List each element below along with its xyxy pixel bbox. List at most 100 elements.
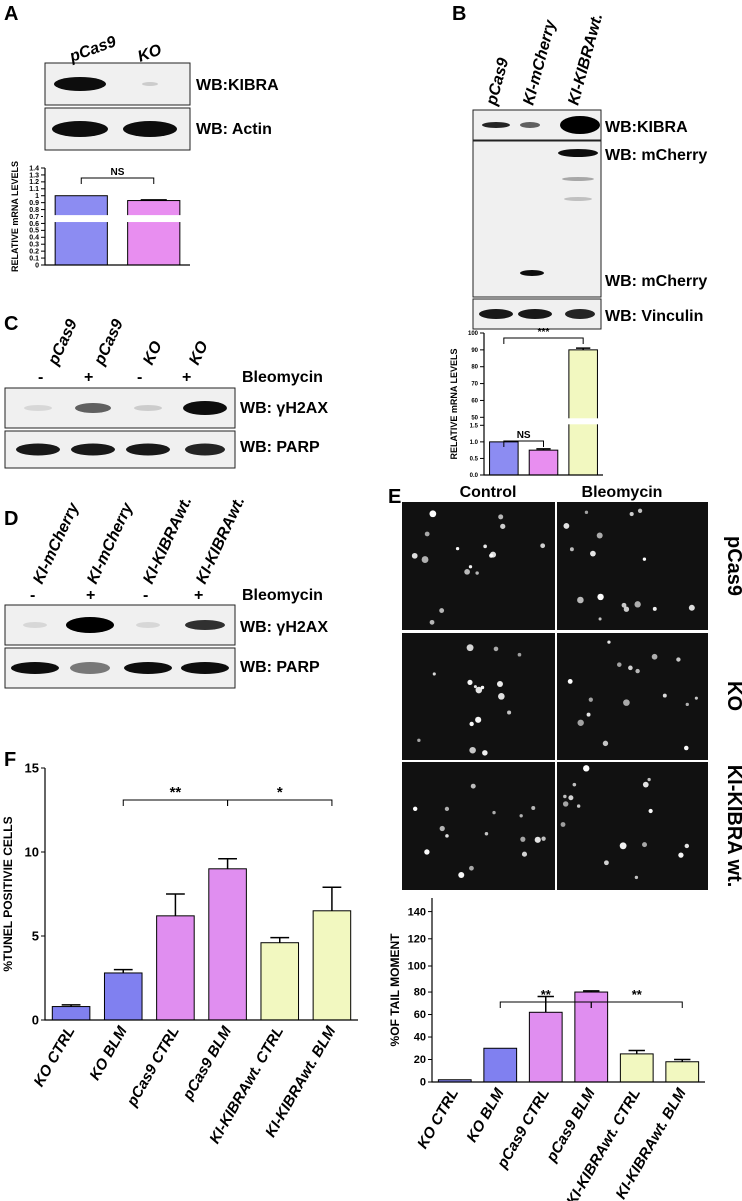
lane-label: pCas9 <box>45 317 81 369</box>
x-tick-label: KO CTRL <box>30 1024 78 1090</box>
bar <box>260 942 300 1021</box>
axis <box>483 333 603 476</box>
blot-label: WB: PARP <box>240 439 320 456</box>
cell <box>647 777 651 782</box>
cell <box>534 836 541 843</box>
blot-label: WB:KIBRA <box>605 119 688 136</box>
x-tick-label: KO BLM <box>463 1085 508 1145</box>
lane-label: KI-mCherry <box>520 17 559 107</box>
y-tick-label: 0.5 <box>470 456 479 462</box>
cell <box>429 619 435 625</box>
cell <box>455 546 460 551</box>
y-tick-label: 1.3 <box>29 172 39 179</box>
y-tick-label: 120 <box>408 933 426 945</box>
axis <box>431 898 705 1083</box>
treatment: + <box>84 369 93 386</box>
cell <box>475 686 483 694</box>
cell <box>602 740 609 747</box>
micrograph <box>402 762 555 890</box>
bar <box>665 1061 700 1083</box>
y-tick-label: 0.2 <box>29 248 39 255</box>
y-tick-label: 70 <box>471 382 478 388</box>
cell <box>584 510 589 515</box>
y-tick-label: 1 <box>35 193 39 200</box>
layout <box>4 62 708 890</box>
cell <box>468 565 473 569</box>
cell <box>572 782 577 787</box>
lane-label: pCas9 <box>91 317 127 369</box>
cell <box>424 849 430 855</box>
cell <box>604 860 609 866</box>
cell <box>586 712 591 717</box>
cell <box>493 646 499 652</box>
bracket <box>503 337 584 344</box>
y-tick-label: 0.4 <box>29 235 39 242</box>
cell <box>439 825 445 832</box>
error-bar <box>674 1058 691 1062</box>
band <box>142 82 158 86</box>
cell <box>429 510 437 518</box>
micrograph <box>557 633 708 760</box>
cell <box>482 750 488 756</box>
error-bar <box>270 936 290 943</box>
y-tick-label: 50 <box>471 415 478 421</box>
annotation: ** <box>541 987 552 1002</box>
bracket <box>227 799 333 806</box>
band <box>518 309 552 319</box>
panel-letter: B <box>452 3 466 25</box>
y-tick-label: 80 <box>471 365 478 371</box>
column-label: Control <box>460 484 517 501</box>
blot-label: WB: γH2AX <box>240 619 328 636</box>
cell <box>684 745 689 751</box>
cell <box>483 544 487 549</box>
band <box>52 121 108 137</box>
treatment: + <box>182 369 191 386</box>
y-tick-label: 0.7 <box>29 214 39 221</box>
annotation: ** <box>170 784 182 801</box>
bar <box>51 1006 91 1021</box>
y-tick-label: 20 <box>414 1054 426 1066</box>
axis-break <box>430 973 707 980</box>
cell <box>475 571 479 575</box>
error-bar <box>537 995 554 1013</box>
cell <box>563 523 570 529</box>
annotation: ** <box>632 987 643 1002</box>
micrograph <box>557 762 708 890</box>
cell <box>412 806 418 812</box>
cell <box>642 842 647 848</box>
error-bar <box>61 1004 81 1007</box>
y-tick-label: 60 <box>414 1009 426 1021</box>
row-label: KO <box>723 681 742 711</box>
error-bar <box>536 448 551 451</box>
cell <box>590 550 596 557</box>
lane-label: KI-KIBRAwt. <box>193 494 248 587</box>
band <box>126 443 170 456</box>
bracket <box>503 440 544 447</box>
cell <box>607 640 611 644</box>
bracket <box>590 1001 683 1008</box>
cell <box>688 604 695 611</box>
band <box>134 405 162 411</box>
treatment: + <box>194 587 203 604</box>
micrograph <box>557 502 708 630</box>
cell <box>569 547 574 552</box>
band <box>185 620 225 630</box>
y-tick-label: 1.5 <box>470 423 479 429</box>
annotation: * <box>277 784 283 801</box>
blot-label: WB: mCherry <box>605 147 707 164</box>
cell <box>540 543 546 549</box>
cell <box>617 662 622 667</box>
treatment-label: Bleomycin <box>242 587 323 604</box>
y-tick-label: 0.5 <box>29 228 39 235</box>
cell <box>439 608 445 614</box>
band <box>16 443 60 456</box>
error-bar <box>322 886 342 911</box>
band <box>23 622 47 628</box>
cell <box>458 871 465 879</box>
axis-break <box>43 215 192 223</box>
cell <box>424 531 430 537</box>
cell <box>469 746 476 754</box>
cell <box>520 836 526 842</box>
y-tick-label: 1.4 <box>29 165 39 172</box>
